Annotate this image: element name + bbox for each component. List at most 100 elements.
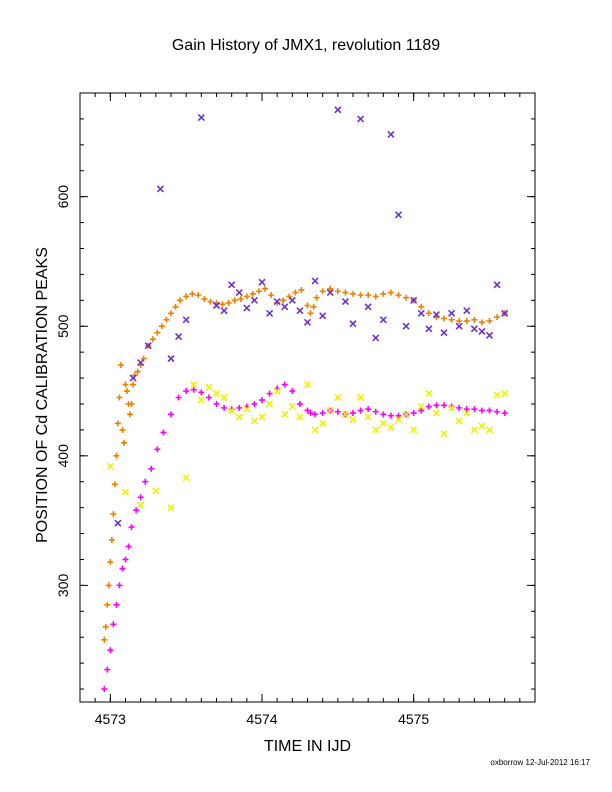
series-2-point xyxy=(326,288,334,297)
series-2-point xyxy=(235,288,243,297)
series-0-point xyxy=(201,296,208,303)
series-0-point xyxy=(403,294,410,301)
series-0-point xyxy=(319,288,326,295)
series-2-point xyxy=(175,333,183,341)
series-1-point xyxy=(307,410,314,417)
series-1-point xyxy=(372,408,379,415)
series-0-point xyxy=(448,316,455,323)
series-1-point xyxy=(281,381,288,388)
series-0-point xyxy=(127,411,134,418)
series-3-point xyxy=(334,393,342,402)
series-3-point xyxy=(448,404,456,412)
series-2-point xyxy=(379,316,387,324)
series-0-point xyxy=(395,292,402,299)
series-1-point xyxy=(494,408,501,415)
series-2-point xyxy=(182,316,190,324)
series-2-point xyxy=(501,309,509,317)
series-2-point xyxy=(281,303,289,311)
series-1-point xyxy=(107,647,114,654)
series-3-point xyxy=(463,409,471,417)
series-2-point xyxy=(273,298,281,306)
series-3-point xyxy=(212,390,221,398)
series-1-point xyxy=(198,389,205,396)
series-3-point xyxy=(440,430,448,438)
series-0-point xyxy=(113,452,120,459)
series-0-point xyxy=(158,323,165,330)
series-0-point xyxy=(107,559,114,566)
series-0-point xyxy=(372,293,379,300)
series-3-point xyxy=(220,393,228,402)
series-0-point xyxy=(154,329,161,336)
series-3-point xyxy=(182,474,190,482)
series-0-point xyxy=(387,289,394,296)
series-0-point xyxy=(104,601,111,608)
series-2-point xyxy=(144,342,152,350)
series-2-point xyxy=(311,277,319,285)
series-3-point xyxy=(319,419,327,427)
series-2-point xyxy=(197,114,205,122)
series-3-point xyxy=(501,390,509,398)
series-1-point xyxy=(296,400,303,407)
series-0-point xyxy=(168,310,174,317)
series-0-point xyxy=(494,314,501,321)
series-0-point xyxy=(101,636,108,643)
series-3-point xyxy=(432,409,440,417)
series-3-point xyxy=(243,405,251,413)
series-0-point xyxy=(219,301,226,308)
series-3-point xyxy=(341,410,349,418)
series-0-point xyxy=(111,481,118,488)
series-3-point xyxy=(417,403,425,411)
series-1-point xyxy=(259,397,265,404)
series-0-point xyxy=(207,298,214,305)
series-1-point xyxy=(142,478,149,485)
series-3-point xyxy=(205,383,213,391)
series-2-point xyxy=(349,320,357,328)
series-1-point xyxy=(116,582,123,589)
series-3-point xyxy=(296,413,304,421)
series-1-point xyxy=(221,404,228,411)
series-2-point xyxy=(425,325,433,333)
series-1-point xyxy=(289,388,296,395)
series-3-point xyxy=(281,410,289,418)
series-1-point xyxy=(425,403,432,410)
series-0-point xyxy=(243,293,250,300)
series-0-point xyxy=(225,299,232,306)
x-tick-label-0: 4573 xyxy=(95,711,126,727)
series-1-point xyxy=(148,465,155,472)
series-0-point xyxy=(134,368,141,375)
series-1-point xyxy=(183,388,190,395)
series-2-point xyxy=(394,211,403,219)
series-0-point xyxy=(116,394,123,401)
series-1-point xyxy=(266,390,273,397)
series-0-point xyxy=(292,289,299,296)
series-0-point xyxy=(456,318,463,325)
series-1-point xyxy=(334,408,341,415)
series-0-point xyxy=(110,511,117,518)
series-0-point xyxy=(149,336,156,343)
series-2-point xyxy=(250,296,258,304)
series-1-point xyxy=(471,406,478,413)
series-0-point xyxy=(163,316,170,323)
series-2-point xyxy=(258,278,266,286)
series-1-point xyxy=(418,407,425,414)
y-tick-label-2: 500 xyxy=(55,314,71,338)
series-2-point xyxy=(417,309,425,317)
series-2-point xyxy=(137,358,145,367)
series-0-point xyxy=(172,303,179,310)
x-tick-label-2: 4575 xyxy=(398,711,429,727)
series-1-point xyxy=(380,411,387,418)
series-2-point xyxy=(341,298,349,306)
series-1-point xyxy=(387,412,394,419)
series-2-point xyxy=(303,318,312,326)
series-0-point xyxy=(195,292,202,299)
series-2-point xyxy=(440,329,448,337)
series-3-point xyxy=(485,426,494,434)
series-0-point xyxy=(380,290,387,297)
series-3-point xyxy=(190,380,198,389)
series-0-point xyxy=(280,297,287,304)
series-2-point xyxy=(319,312,327,320)
series-2-point xyxy=(129,374,137,382)
series-2-point xyxy=(114,519,122,527)
series-0-point xyxy=(255,288,262,295)
series-2-point xyxy=(266,309,274,317)
